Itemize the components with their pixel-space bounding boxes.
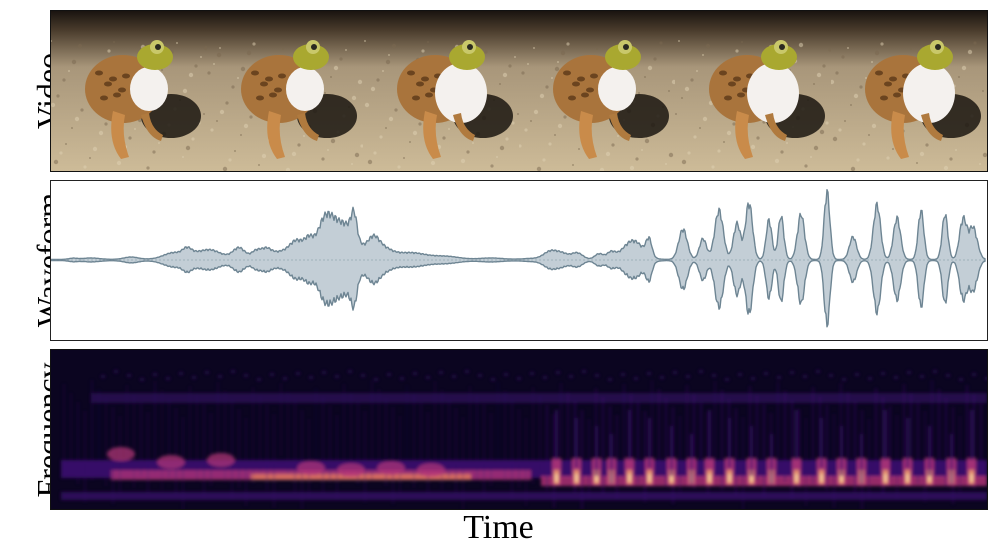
video-frames-panel (50, 10, 988, 172)
video-frame (51, 11, 207, 171)
spectrogram-panel (50, 349, 988, 510)
spectrogram-plot (51, 350, 987, 509)
waveform-panel (50, 180, 988, 341)
video-frame (207, 11, 363, 171)
spectrogram-energy (61, 370, 987, 509)
video-frame (675, 11, 831, 171)
video-frame (363, 11, 519, 171)
waveform-plot (50, 189, 986, 328)
video-frame (831, 11, 987, 171)
waveform-trace (50, 189, 986, 328)
video-frame (519, 11, 675, 171)
x-axis-label: Time (463, 509, 534, 546)
